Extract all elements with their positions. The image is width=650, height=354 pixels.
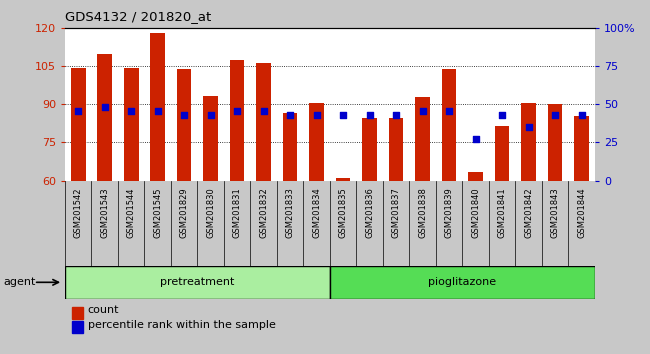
Bar (150, 33, 165, 181)
Point (444, 108, 454, 113)
Point (153, 108, 163, 113)
Bar (71, 68, 86, 181)
Point (205, 112, 216, 118)
Bar (442, 69, 456, 181)
Text: GSM201831: GSM201831 (233, 187, 242, 238)
Text: GSM201844: GSM201844 (577, 187, 586, 238)
Text: GSM201841: GSM201841 (497, 187, 506, 238)
Bar (468, 172, 483, 181)
Point (550, 112, 560, 118)
Text: pioglitazone: pioglitazone (428, 277, 497, 287)
Text: GSM201544: GSM201544 (127, 187, 136, 238)
Text: GSM201835: GSM201835 (339, 187, 348, 238)
Bar (389, 118, 404, 181)
Text: GSM201543: GSM201543 (100, 187, 109, 238)
Point (391, 112, 401, 118)
Text: GSM201838: GSM201838 (418, 187, 427, 238)
Text: GSM201840: GSM201840 (471, 187, 480, 238)
Text: GSM201832: GSM201832 (259, 187, 268, 238)
Bar (495, 126, 510, 181)
Bar (574, 116, 589, 181)
Point (232, 108, 242, 113)
Point (259, 108, 269, 113)
Point (338, 112, 348, 118)
Text: GSM201830: GSM201830 (206, 187, 215, 238)
Point (523, 125, 534, 130)
Point (99, 105, 110, 110)
Point (126, 108, 136, 113)
Text: GSM201545: GSM201545 (153, 187, 162, 238)
Bar (330, 266, 595, 299)
Point (179, 112, 189, 118)
Bar (256, 63, 271, 181)
Bar (362, 118, 377, 181)
Text: GSM201834: GSM201834 (312, 187, 321, 238)
Point (73, 108, 83, 113)
Text: GSM201542: GSM201542 (73, 187, 83, 238)
Point (285, 112, 295, 118)
Point (497, 112, 507, 118)
Bar (336, 178, 350, 181)
Point (577, 112, 587, 118)
Text: GSM201837: GSM201837 (391, 187, 400, 238)
Bar (548, 104, 562, 181)
Bar (283, 113, 298, 181)
Text: GSM201842: GSM201842 (524, 187, 533, 238)
Bar (65, 266, 330, 299)
Bar (203, 96, 218, 181)
Point (311, 112, 322, 118)
Text: GSM201833: GSM201833 (285, 187, 294, 238)
Bar (309, 103, 324, 181)
Text: GSM201843: GSM201843 (551, 187, 560, 238)
Point (417, 108, 428, 113)
Text: GSM201829: GSM201829 (179, 187, 188, 238)
Bar (415, 97, 430, 181)
Text: count: count (88, 305, 119, 315)
Text: GDS4132 / 201820_at: GDS4132 / 201820_at (65, 10, 211, 23)
Text: pretreatment: pretreatment (161, 277, 235, 287)
Bar (230, 60, 244, 181)
Text: agent: agent (3, 277, 36, 287)
Text: GSM201839: GSM201839 (445, 187, 454, 238)
Bar (98, 54, 112, 181)
Point (365, 112, 375, 118)
Bar (177, 69, 192, 181)
Bar (124, 68, 138, 181)
Point (471, 137, 481, 142)
Text: GSM201836: GSM201836 (365, 187, 374, 238)
Bar (521, 103, 536, 181)
Text: percentile rank within the sample: percentile rank within the sample (88, 320, 276, 330)
